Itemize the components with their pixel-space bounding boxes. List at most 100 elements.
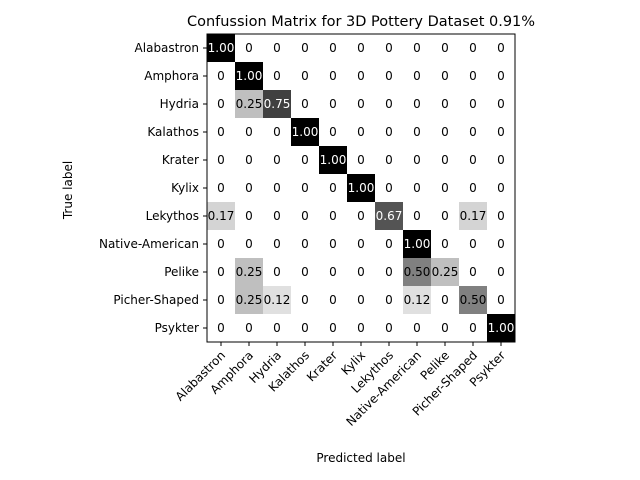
matrix-cell xyxy=(263,202,291,230)
matrix-cell xyxy=(375,202,403,230)
matrix-cell xyxy=(431,258,459,286)
matrix-cell xyxy=(291,118,319,146)
matrix-cell-label: 0 xyxy=(385,125,393,139)
matrix-cell xyxy=(207,146,235,174)
matrix-cell xyxy=(403,118,431,146)
matrix-cell-label: 0 xyxy=(385,181,393,195)
matrix-cell-label: 0 xyxy=(413,97,421,111)
matrix-cell xyxy=(459,258,487,286)
matrix-cell xyxy=(347,286,375,314)
matrix-cell-label: 0 xyxy=(413,321,421,335)
matrix-cell-label: 0 xyxy=(329,209,337,223)
chart-title: Confussion Matrix for 3D Pottery Dataset… xyxy=(187,14,535,30)
matrix-cell-label: 0 xyxy=(469,181,477,195)
matrix-cell xyxy=(431,174,459,202)
matrix-cell xyxy=(263,62,291,90)
matrix-cell-label: 0 xyxy=(245,125,253,139)
matrix-cell-label: 0 xyxy=(441,125,449,139)
matrix-cell-label: 0 xyxy=(413,209,421,223)
matrix-cell-label: 0 xyxy=(441,153,449,167)
matrix-cell-label: 0 xyxy=(469,97,477,111)
matrix-cell-label: 0 xyxy=(273,237,281,251)
matrix-cell xyxy=(487,146,515,174)
matrix-cell xyxy=(207,90,235,118)
matrix-cell-label: 0 xyxy=(301,153,309,167)
matrix-cell xyxy=(431,314,459,342)
matrix-cell-label: 0 xyxy=(329,97,337,111)
matrix-cell-label: 0 xyxy=(441,209,449,223)
matrix-cell-label: 0 xyxy=(301,265,309,279)
matrix-cell xyxy=(207,202,235,230)
matrix-cell-label: 0 xyxy=(497,41,505,55)
matrix-cell-label: 0 xyxy=(357,293,365,307)
matrix-cell-label: 0.50 xyxy=(404,265,431,279)
matrix-cell-label: 0 xyxy=(385,265,393,279)
y-tick-label: Krater xyxy=(162,153,199,167)
matrix-cell xyxy=(291,258,319,286)
matrix-cell-label: 0 xyxy=(329,265,337,279)
matrix-cell-label: 0 xyxy=(217,125,225,139)
matrix-cell-label: 0 xyxy=(469,321,477,335)
y-tick-label: Kylix xyxy=(171,181,199,195)
matrix-cell-label: 0 xyxy=(273,69,281,83)
x-tick-label: Krater xyxy=(304,348,340,384)
matrix-cell-label: 1.00 xyxy=(236,69,263,83)
matrix-cell xyxy=(487,258,515,286)
matrix-cell-label: 0 xyxy=(329,293,337,307)
matrix-cell-label: 0 xyxy=(217,153,225,167)
matrix-cell xyxy=(291,230,319,258)
matrix-cell xyxy=(235,174,263,202)
matrix-cell-label: 0.50 xyxy=(460,293,487,307)
matrix-cell xyxy=(235,286,263,314)
matrix-cell-label: 0 xyxy=(441,69,449,83)
matrix-cell xyxy=(487,62,515,90)
matrix-cell-label: 0 xyxy=(497,181,505,195)
matrix-cell xyxy=(235,314,263,342)
matrix-cell-label: 0 xyxy=(217,181,225,195)
matrix-cell xyxy=(431,286,459,314)
matrix-cell xyxy=(291,202,319,230)
matrix-cell xyxy=(375,258,403,286)
matrix-cell-label: 1.00 xyxy=(348,181,375,195)
matrix-cell-label: 0 xyxy=(357,265,365,279)
matrix-cell-label: 1.00 xyxy=(320,153,347,167)
matrix-cell xyxy=(431,146,459,174)
matrix-cell-label: 0 xyxy=(217,69,225,83)
matrix-cell xyxy=(319,258,347,286)
y-tick-label: Psykter xyxy=(155,321,199,335)
matrix-cell-label: 0 xyxy=(245,209,253,223)
matrix-cell xyxy=(403,230,431,258)
matrix-cell xyxy=(235,258,263,286)
matrix-cell-label: 0 xyxy=(497,69,505,83)
matrix-cell xyxy=(263,146,291,174)
matrix-cell-label: 0.25 xyxy=(236,265,263,279)
matrix-cell xyxy=(263,314,291,342)
matrix-cell-label: 0 xyxy=(245,237,253,251)
matrix-cell-label: 0.25 xyxy=(236,97,263,111)
matrix-cell xyxy=(291,286,319,314)
matrix-cell-label: 0 xyxy=(273,153,281,167)
matrix-cell-label: 0 xyxy=(273,181,281,195)
matrix-cell-label: 0 xyxy=(385,293,393,307)
y-tick-label: Hydria xyxy=(160,97,199,111)
matrix-cell-label: 0 xyxy=(217,237,225,251)
matrix-cell-label: 0 xyxy=(217,97,225,111)
matrix-cell xyxy=(235,62,263,90)
matrix-cell xyxy=(263,286,291,314)
matrix-cell-label: 0 xyxy=(245,181,253,195)
matrix-cell xyxy=(403,286,431,314)
matrix-cell-label: 0 xyxy=(301,41,309,55)
matrix-cell-label: 0 xyxy=(469,41,477,55)
matrix-cell-label: 0 xyxy=(497,97,505,111)
matrix-cell-label: 0 xyxy=(301,181,309,195)
matrix-cell xyxy=(459,118,487,146)
matrix-cell-label: 0.12 xyxy=(264,293,291,307)
matrix-cell xyxy=(263,34,291,62)
matrix-cell xyxy=(319,62,347,90)
matrix-cell-label: 0 xyxy=(329,125,337,139)
matrix-cell xyxy=(319,146,347,174)
matrix-cell-label: 1.00 xyxy=(292,125,319,139)
matrix-cell-label: 0 xyxy=(357,321,365,335)
matrix-cell-label: 0 xyxy=(357,125,365,139)
